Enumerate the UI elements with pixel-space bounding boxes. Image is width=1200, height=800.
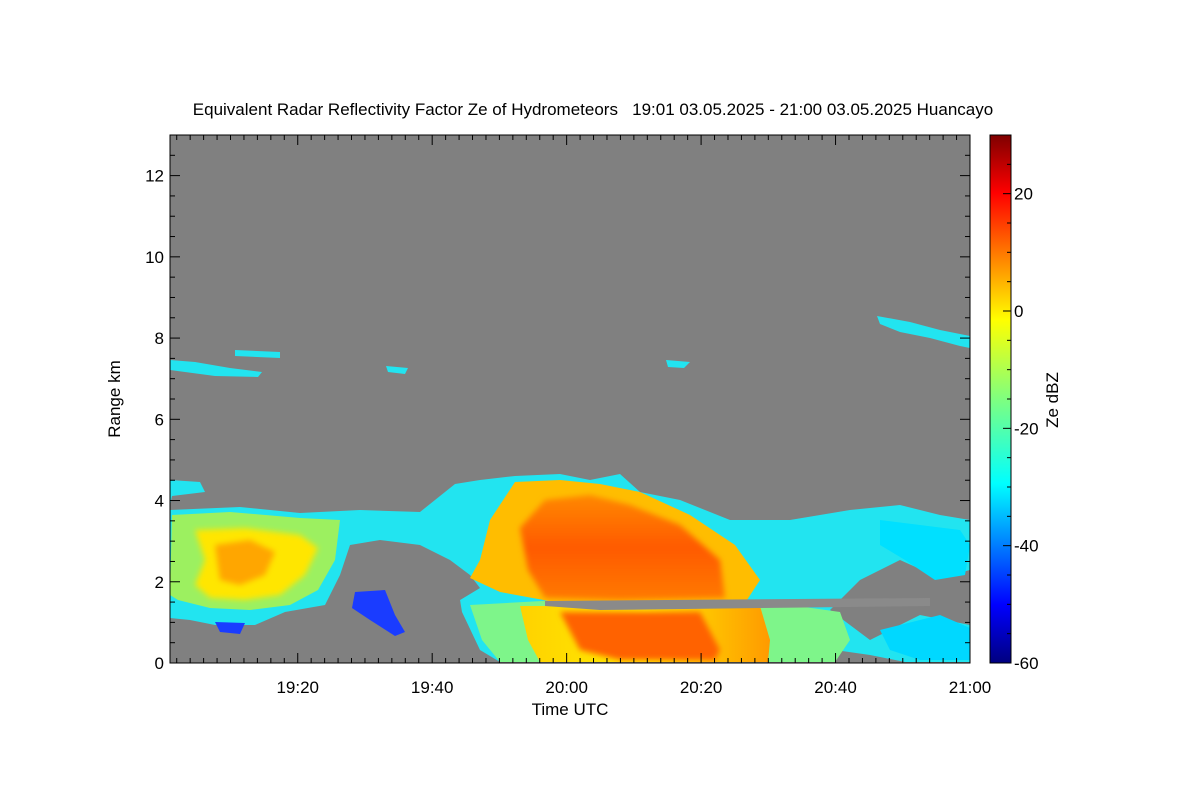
cirrus-left-2 [235, 350, 280, 358]
colorbar-tick-label: -20 [1014, 419, 1039, 438]
cirrus-patch-1 [386, 366, 408, 374]
colorbar-tick-label: -60 [1014, 654, 1039, 673]
x-axis-label: Time UTC [532, 700, 609, 719]
x-tick-label: 19:20 [276, 678, 319, 697]
y-axis: 0 2 4 6 8 10 12 [145, 134, 970, 673]
colorbar-axis: 20 0 -20 -40 -60 [1003, 134, 1039, 673]
echo-left-orange [215, 540, 275, 585]
echo-blue-fringe-2 [352, 590, 405, 636]
cirrus-right [877, 316, 970, 348]
colorbar-tick-label: 0 [1014, 302, 1023, 321]
y-tick-label: 10 [145, 248, 164, 267]
x-tick-label: 19:40 [411, 678, 454, 697]
x-tick-label: 20:40 [814, 678, 857, 697]
x-tick-label: 20:20 [680, 678, 723, 697]
chart-title: Equivalent Radar Reflectivity Factor Ze … [193, 100, 993, 119]
echo-core-lower [560, 612, 720, 660]
x-tick-label: 20:00 [545, 678, 588, 697]
echo-right-low [880, 615, 970, 660]
colorbar-label: Ze dBZ [1043, 372, 1062, 428]
x-tick-label: 21:00 [949, 678, 992, 697]
echo-core [520, 495, 725, 600]
cirrus-patch-2 [666, 360, 690, 368]
echo-right-patch [880, 520, 970, 580]
y-tick-label: 8 [155, 329, 164, 348]
echo-gap [340, 542, 480, 662]
colorbar-tick-label: -40 [1014, 537, 1039, 556]
echo-blue-fringe-1 [215, 622, 245, 634]
y-tick-label: 12 [145, 167, 164, 186]
x-axis: 19:20 19:40 20:00 20:20 20:40 21:00 [176, 135, 992, 697]
colorbar-tick-label: 20 [1014, 185, 1033, 204]
melting-layer-streak [545, 598, 930, 610]
reflectivity-field [170, 316, 970, 662]
y-tick-label: 0 [155, 654, 164, 673]
y-tick-label: 2 [155, 573, 164, 592]
cirrus-left [170, 360, 262, 377]
y-tick-label: 6 [155, 410, 164, 429]
y-tick-label: 4 [155, 492, 164, 511]
y-axis-label: Range km [105, 360, 124, 437]
